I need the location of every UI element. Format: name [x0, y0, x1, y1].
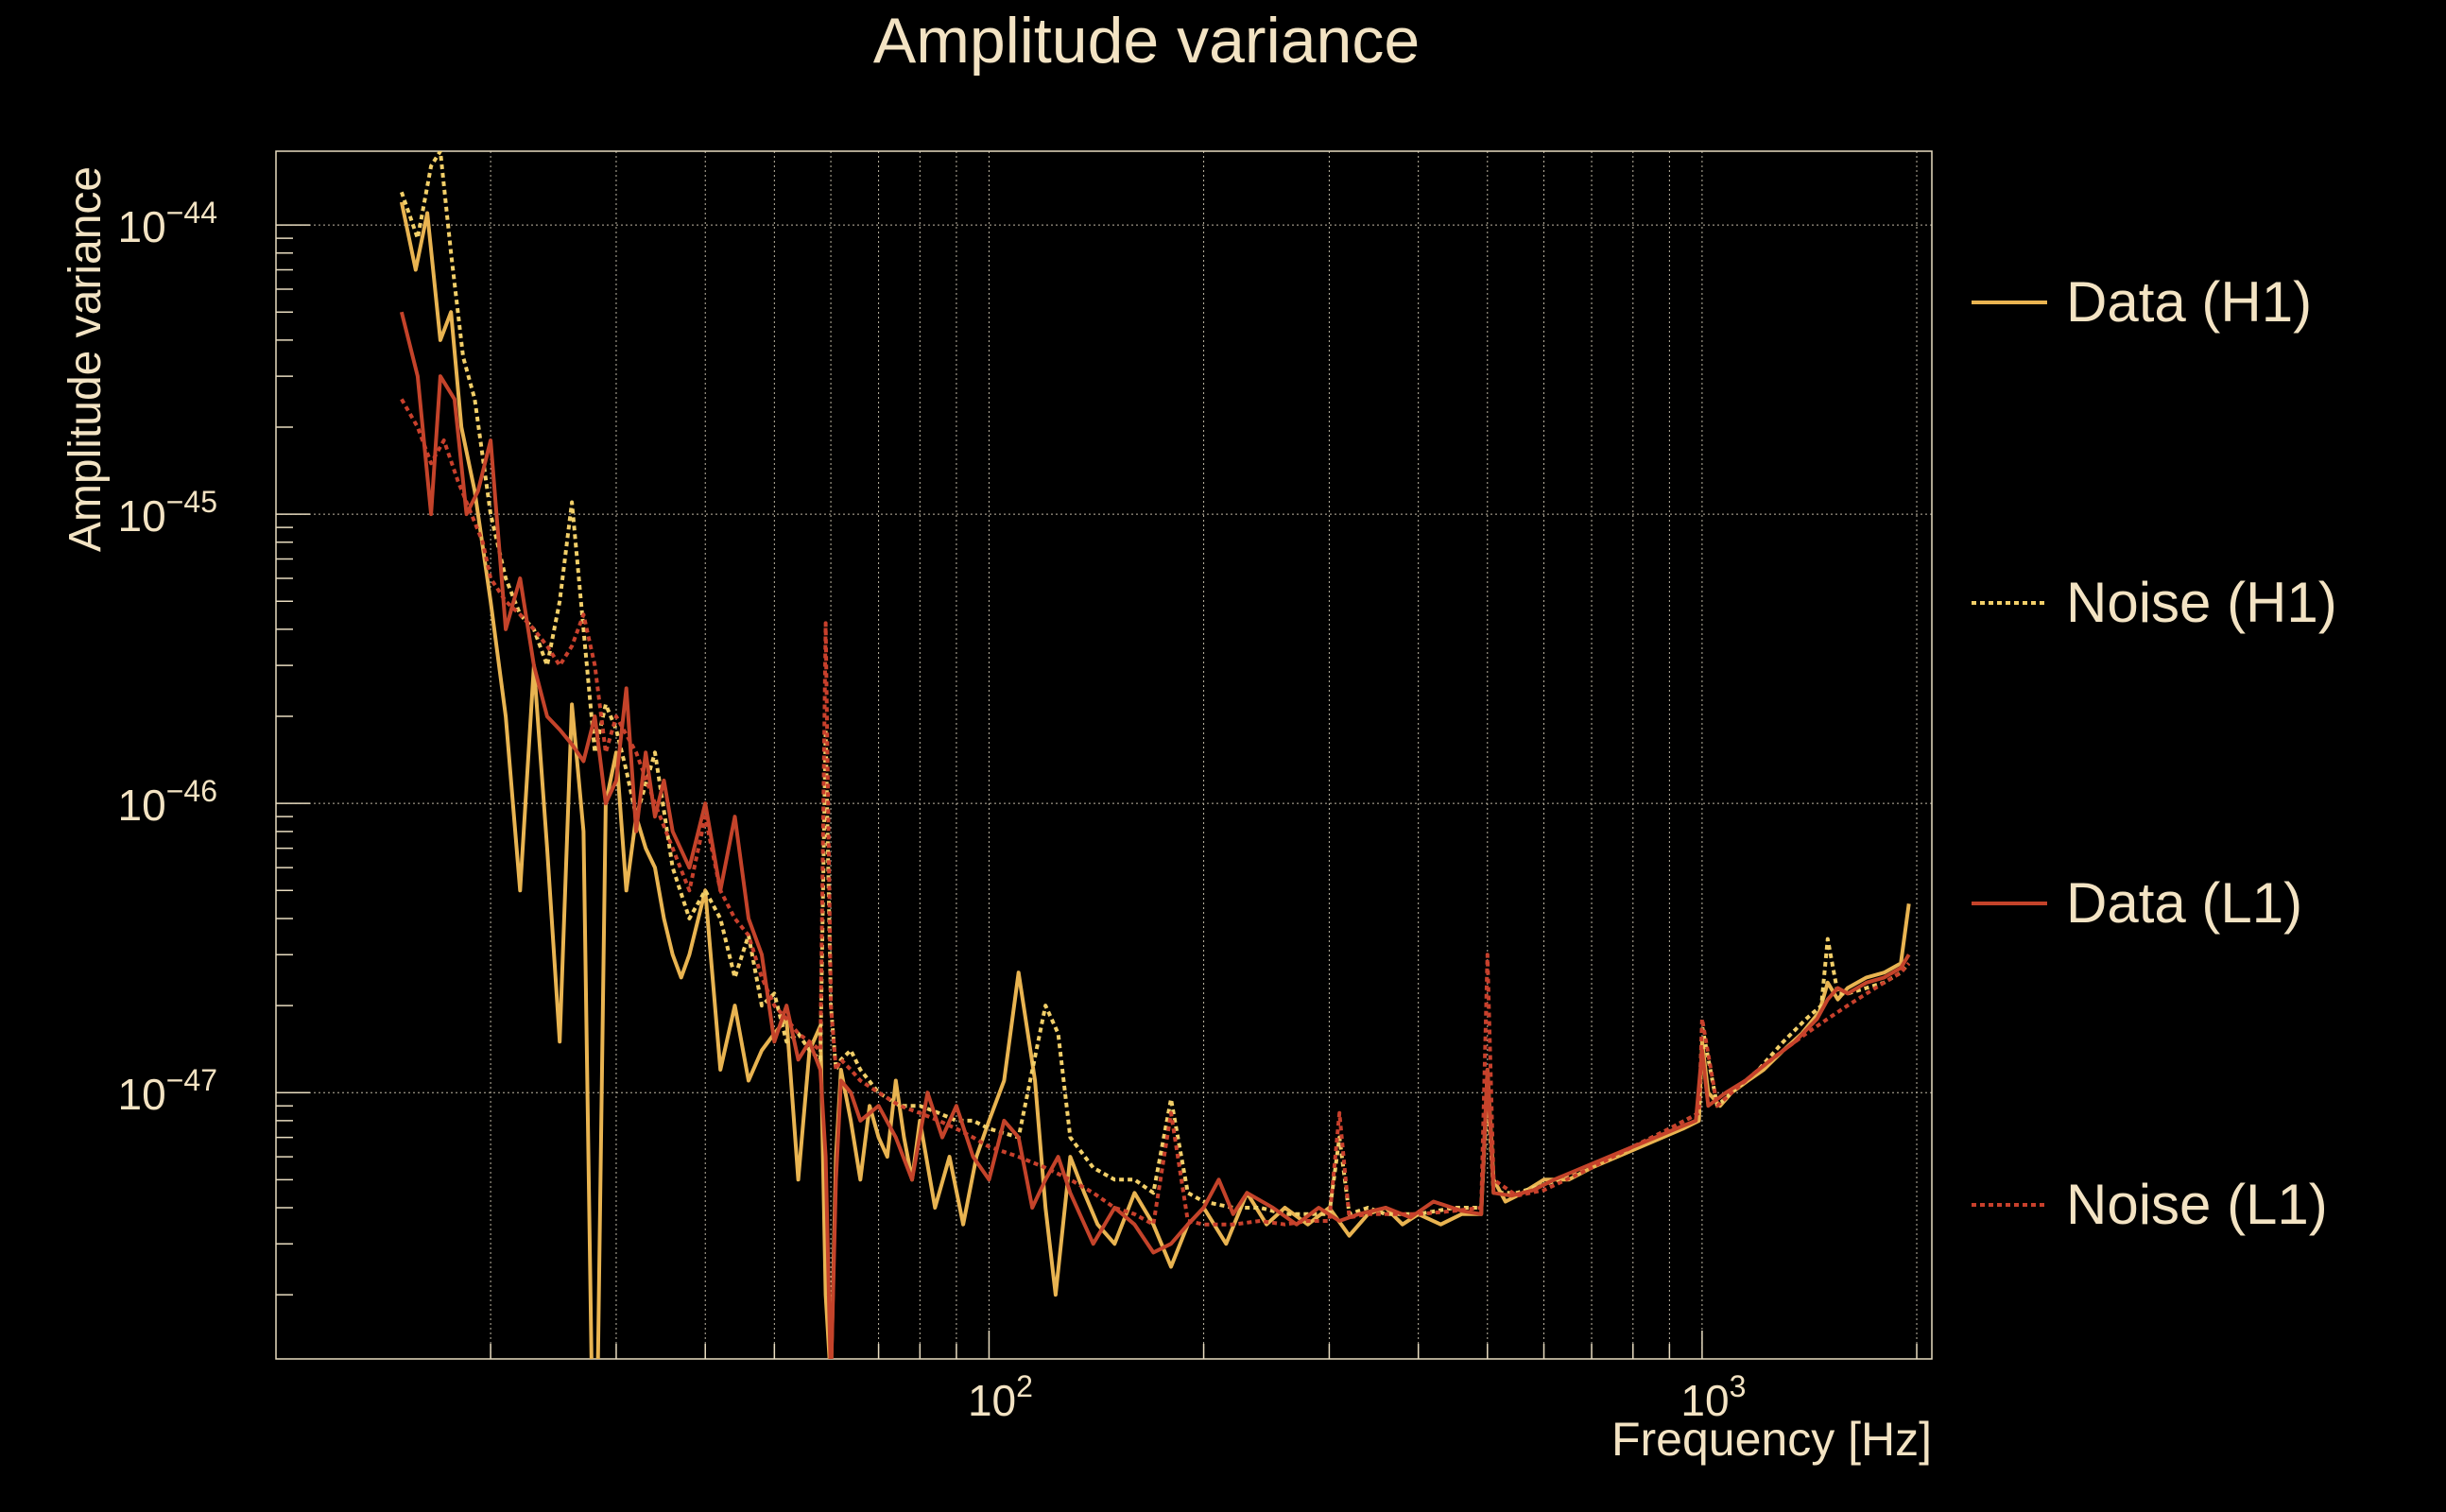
x-tick-label: 102 — [968, 1369, 1033, 1425]
series-line-1 — [399, 201, 1911, 1359]
legend-label-4: Noise (L1) — [2066, 1173, 2328, 1236]
x-tick-label: 103 — [1680, 1369, 1746, 1425]
tick-labels: 102 103 10−44 10−45 10−46 10−47 — [118, 196, 1747, 1425]
legend-label-2: Noise (H1) — [2066, 571, 2337, 634]
legend-label-1: Data (H1) — [2066, 270, 2312, 334]
legend-label-3: Data (L1) — [2066, 871, 2302, 935]
y-axis-label: Amplitude variance — [60, 166, 111, 552]
chart-title: Amplitude variance — [873, 5, 1420, 77]
series-layer — [399, 151, 1911, 1359]
y-tick-label: 10−47 — [118, 1063, 217, 1119]
x-axis-label: Frequency [Hz] — [1611, 1413, 1932, 1466]
y-tick-label: 10−44 — [118, 196, 217, 251]
series-line-4 — [400, 398, 1911, 1227]
y-tick-label: 10−45 — [118, 485, 217, 541]
grid-lines — [276, 151, 1932, 1359]
legend: Data (H1) Noise (H1) Data (L1) Noise (L1) — [1972, 270, 2337, 1236]
y-tick-label: 10−46 — [118, 774, 217, 830]
plot-frame — [275, 150, 1933, 1360]
axis-ticks — [276, 224, 1918, 1359]
